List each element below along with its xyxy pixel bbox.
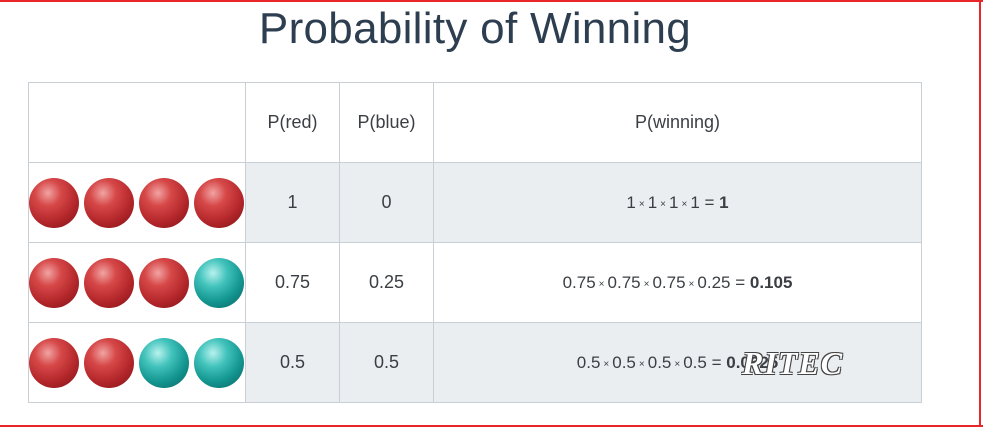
ball-group xyxy=(29,257,245,308)
table-row: 1 0 1 × 1 × 1 × 1 = 1 xyxy=(28,162,922,243)
red-ball-icon xyxy=(29,257,79,308)
formula-factor: 0.5 xyxy=(576,353,601,372)
balls-cell xyxy=(28,322,246,403)
multiply-sign: × xyxy=(688,279,695,290)
table-row: 0.75 0.25 0.75 × 0.75 × 0.75 × 0.25 = 0.105 xyxy=(28,242,922,323)
header-p-red: P(red) xyxy=(245,82,340,163)
multiply-sign: × xyxy=(638,359,645,370)
frame-border-bottom xyxy=(0,425,983,427)
multiply-sign: × xyxy=(638,199,645,210)
balls-cell xyxy=(28,162,246,243)
formula-factor: 0.5 xyxy=(683,353,707,372)
winning-formula: 1 × 1 × 1 × 1 = 1 xyxy=(626,193,728,212)
formula-factor: 1 xyxy=(669,193,679,212)
formula-factor: 1 xyxy=(626,193,636,212)
table-header-row: P(red) P(blue) P(winning) xyxy=(28,82,922,163)
frame-border-right xyxy=(979,0,981,427)
formula-result: 0.0625 xyxy=(726,353,779,372)
red-ball-icon xyxy=(29,337,79,388)
formula-factor: 0.25 xyxy=(697,273,731,292)
formula-factor: 0.75 xyxy=(607,273,641,292)
formula-factor: 0.75 xyxy=(562,273,596,292)
blue-ball-icon xyxy=(194,337,244,388)
multiply-sign: × xyxy=(660,199,666,210)
multiply-sign: × xyxy=(598,279,605,290)
ritec-watermark: RITEC xyxy=(742,345,844,381)
red-ball-icon xyxy=(29,177,79,228)
formula-factor: 1 xyxy=(647,193,658,212)
formula-factor: 0.75 xyxy=(652,273,686,292)
probability-table: P(red) P(blue) P(winning) 1 0 1 × 1 × 1 × 1 = … xyxy=(28,82,922,403)
red-ball-icon xyxy=(139,257,189,308)
blue-ball-icon xyxy=(139,337,189,388)
p-winning-cell: 0.75 × 0.75 × 0.75 × 0.25 = 0.105 xyxy=(433,242,922,323)
p-winning-cell: 1 × 1 × 1 × 1 = 1 xyxy=(433,162,922,243)
red-ball-icon xyxy=(194,177,244,228)
multiply-sign: × xyxy=(603,359,610,370)
balls-cell xyxy=(28,242,246,323)
header-p-blue: P(blue) xyxy=(339,82,434,163)
formula-result: 0.105 xyxy=(749,273,793,292)
red-ball-icon xyxy=(139,177,189,228)
formula-factor: 0.5 xyxy=(612,353,636,372)
ball-group xyxy=(29,337,245,388)
frame-border-top xyxy=(0,0,983,2)
formula-factor: 1 xyxy=(690,193,700,212)
multiply-sign: × xyxy=(674,359,681,370)
equals-sign: = xyxy=(706,353,727,372)
winning-formula: 0.5 × 0.5 × 0.5 × 0.5 = 0.0625 xyxy=(577,353,778,372)
p-blue-cell: 0 xyxy=(339,162,434,243)
p-red-cell: 0.5 xyxy=(245,322,340,403)
p-red-cell: 0.75 xyxy=(245,242,340,323)
formula-factor: 0.5 xyxy=(647,353,672,372)
p-red-cell: 1 xyxy=(245,162,340,243)
p-blue-cell: 0.5 xyxy=(339,322,434,403)
page-title: Probability of Winning xyxy=(258,4,692,53)
multiply-sign: × xyxy=(643,279,650,290)
header-balls xyxy=(28,82,246,163)
blue-ball-icon xyxy=(194,257,244,308)
equals-sign: = xyxy=(730,273,750,292)
winning-formula: 0.75 × 0.75 × 0.75 × 0.25 = 0.105 xyxy=(563,273,793,292)
p-winning-cell: 0.5 × 0.5 × 0.5 × 0.5 = 0.0625 xyxy=(433,322,922,403)
p-blue-cell: 0.25 xyxy=(339,242,434,323)
red-ball-icon xyxy=(84,177,134,228)
ball-group xyxy=(29,177,245,228)
red-ball-icon xyxy=(84,337,134,388)
header-p-winning: P(winning) xyxy=(433,82,922,163)
equals-sign: = xyxy=(699,193,720,212)
multiply-sign: × xyxy=(681,199,688,210)
red-ball-icon xyxy=(84,257,134,308)
table-row: 0.5 0.5 0.5 × 0.5 × 0.5 × 0.5 = 0.0625 xyxy=(28,322,922,403)
formula-result: 1 xyxy=(719,193,729,212)
